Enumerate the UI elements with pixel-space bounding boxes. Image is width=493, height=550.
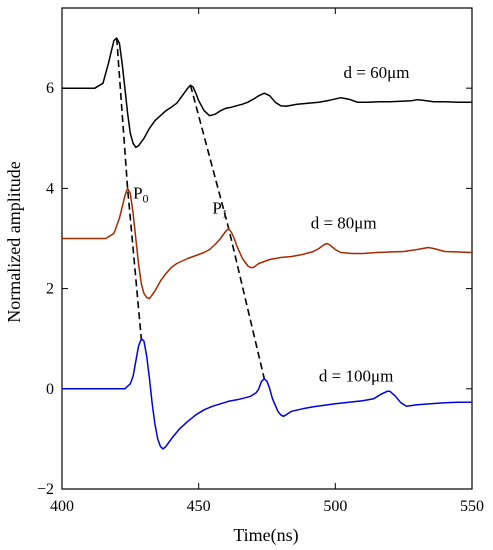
annotation-subscript: 1 bbox=[222, 206, 228, 220]
annotation-0: P0 bbox=[133, 183, 148, 205]
annotation-subscript: 0 bbox=[143, 191, 149, 205]
series-line-1 bbox=[62, 187, 473, 300]
x-tick-label: 400 bbox=[50, 498, 74, 515]
x-tick-label: 550 bbox=[460, 498, 484, 515]
annotation-2: d = 60μm bbox=[344, 63, 410, 82]
x-axis-title: Time(ns) bbox=[233, 525, 298, 546]
peak-trajectory-line-0 bbox=[115, 38, 143, 339]
annotation-base: P bbox=[212, 198, 221, 217]
y-tick-label: 6 bbox=[46, 80, 54, 97]
annotation-base: P bbox=[133, 183, 142, 202]
x-tick-label: 500 bbox=[323, 498, 347, 515]
y-tick-label: 2 bbox=[46, 281, 54, 298]
peak-trajectory-line-1 bbox=[189, 84, 266, 379]
y-tick-label: −2 bbox=[37, 481, 54, 498]
annotation-4: d = 100μm bbox=[319, 366, 393, 385]
series-line-0 bbox=[62, 37, 472, 149]
peak-trajectory-lines bbox=[115, 38, 266, 379]
series-line-2 bbox=[62, 337, 472, 450]
y-axis-title: Normalized amplitude bbox=[4, 161, 24, 322]
series-lines bbox=[62, 37, 473, 450]
plot-area-border bbox=[61, 7, 473, 490]
annotation-1: P1 bbox=[212, 198, 227, 220]
tick-labels: 400 450 500 550 −2 0 2 4 6 bbox=[37, 80, 484, 515]
annotation-3: d = 80μm bbox=[311, 213, 377, 232]
y-tick-label: 4 bbox=[46, 180, 54, 197]
x-tick-label: 450 bbox=[187, 498, 211, 515]
y-tick-label: 0 bbox=[46, 381, 54, 398]
plot-frame bbox=[61, 7, 473, 490]
